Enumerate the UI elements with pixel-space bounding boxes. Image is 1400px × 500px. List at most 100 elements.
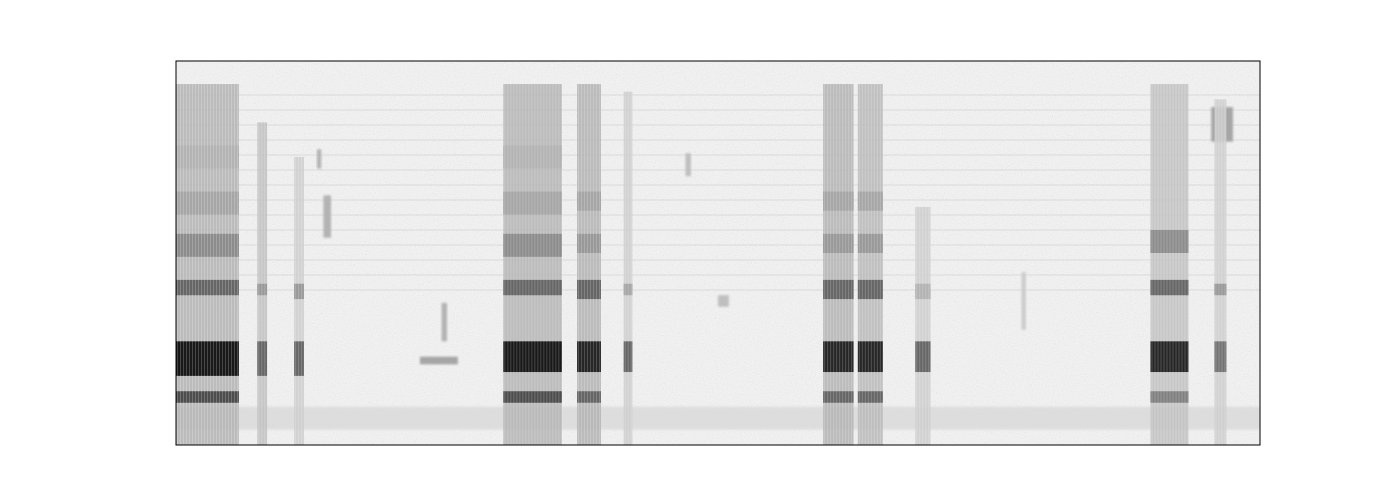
harmonic-band <box>858 341 883 372</box>
call <box>858 84 883 445</box>
striation <box>824 84 825 445</box>
striation <box>558 84 559 445</box>
harmonic-band <box>577 280 601 299</box>
call-column <box>823 84 853 445</box>
chart-svg <box>0 0 1400 500</box>
artifact-line <box>176 185 1260 186</box>
striation <box>543 84 544 445</box>
striation <box>1152 84 1153 445</box>
chart-root <box>0 0 1400 500</box>
striation <box>225 84 226 445</box>
artifact-line <box>176 290 1260 291</box>
call <box>257 122 267 445</box>
call-column <box>176 84 239 445</box>
striation <box>836 84 837 445</box>
striation <box>839 84 840 445</box>
striation <box>827 84 828 445</box>
call <box>915 207 930 445</box>
striation <box>1224 99 1225 445</box>
striation <box>1176 84 1177 445</box>
striation <box>507 84 508 445</box>
striation <box>195 84 196 445</box>
striation <box>258 122 259 445</box>
striation <box>842 84 843 445</box>
striation <box>1215 99 1216 445</box>
striation <box>1158 84 1159 445</box>
striation <box>880 84 881 445</box>
striation <box>830 84 831 445</box>
striation <box>1161 84 1162 445</box>
striation <box>1155 84 1156 445</box>
call-column <box>858 84 883 445</box>
harmonic-band <box>577 234 601 253</box>
striation <box>531 84 532 445</box>
note <box>442 303 447 341</box>
striation <box>204 84 205 445</box>
artifact-line <box>176 275 1260 276</box>
striation <box>301 157 302 445</box>
striation <box>504 84 505 445</box>
striation <box>851 84 852 445</box>
harmonic-band <box>1151 230 1189 253</box>
harmonic-band <box>1151 280 1189 295</box>
call-column <box>577 84 601 445</box>
striation <box>552 84 553 445</box>
note <box>685 153 690 176</box>
striation <box>228 84 229 445</box>
striation <box>546 84 547 445</box>
striation <box>549 84 550 445</box>
call <box>1151 84 1189 445</box>
striation <box>183 84 184 445</box>
note <box>718 295 729 307</box>
striation <box>528 84 529 445</box>
striation <box>216 84 217 445</box>
striation <box>1164 84 1165 445</box>
note <box>323 195 331 237</box>
striation <box>519 84 520 445</box>
striation <box>628 92 629 445</box>
call-column <box>1214 99 1226 445</box>
artifact-line <box>176 95 1260 96</box>
call-column <box>257 122 267 445</box>
artifact-line <box>176 170 1260 171</box>
striation <box>916 207 917 445</box>
striation <box>540 84 541 445</box>
striation <box>207 84 208 445</box>
striation <box>871 84 872 445</box>
striation <box>237 84 238 445</box>
striation <box>833 84 834 445</box>
noise-band <box>176 407 1260 430</box>
striation <box>865 84 866 445</box>
call-column <box>503 84 562 445</box>
artifact-line <box>176 200 1260 201</box>
striation <box>587 84 588 445</box>
harmonic-band <box>577 341 601 372</box>
striation <box>581 84 582 445</box>
note <box>1022 272 1026 330</box>
harmonic-band <box>577 192 601 211</box>
call <box>503 84 562 445</box>
note <box>317 149 321 168</box>
striation <box>210 84 211 445</box>
striation <box>859 84 860 445</box>
striation <box>186 84 187 445</box>
striation <box>1185 84 1186 445</box>
striation <box>631 92 632 445</box>
striation <box>1218 99 1219 445</box>
striation <box>1188 84 1189 445</box>
harmonic-band <box>858 192 883 211</box>
artifact-line <box>176 230 1260 231</box>
striation <box>264 122 265 445</box>
plot-background <box>176 61 1260 445</box>
striation <box>555 84 556 445</box>
striation <box>561 84 562 445</box>
striation <box>198 84 199 445</box>
striation <box>219 84 220 445</box>
striation <box>1167 84 1168 445</box>
call <box>294 157 304 445</box>
call-column <box>624 92 633 445</box>
striation <box>1179 84 1180 445</box>
striation <box>537 84 538 445</box>
striation <box>928 207 929 445</box>
call-column <box>1151 84 1189 445</box>
